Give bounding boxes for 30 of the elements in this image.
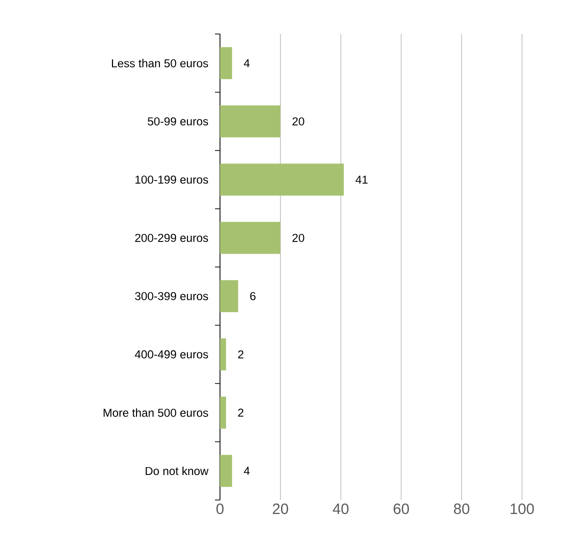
bar bbox=[220, 396, 226, 429]
bar bbox=[220, 280, 238, 312]
x-tick-label: 100 bbox=[510, 504, 534, 514]
data-label: 4 bbox=[244, 466, 250, 475]
data-label: 6 bbox=[250, 292, 256, 300]
data-label: 4 bbox=[244, 59, 250, 68]
y-tick-label: 400-499 euros bbox=[134, 350, 208, 358]
bar bbox=[220, 222, 280, 254]
x-tick-label: 80 bbox=[454, 504, 470, 514]
data-label: 20 bbox=[292, 117, 304, 126]
bar bbox=[220, 164, 344, 196]
y-tick-label: Less than 50 euros bbox=[112, 58, 208, 68]
y-tick-label: 100-199 euros bbox=[135, 176, 208, 184]
x-tick-label: 40 bbox=[332, 504, 349, 514]
data-label: 20 bbox=[292, 234, 304, 242]
y-tick-label: 200-299 euros bbox=[135, 234, 208, 242]
data-label: 41 bbox=[356, 176, 368, 184]
bar bbox=[220, 338, 226, 370]
y-tick-label: Do not know bbox=[146, 466, 208, 476]
y-tick-label: 50-99 euros bbox=[148, 117, 208, 126]
data-label: 2 bbox=[238, 350, 244, 358]
bar bbox=[220, 47, 232, 80]
x-tick-label: 60 bbox=[394, 504, 409, 514]
x-tick-label: 0 bbox=[216, 504, 224, 514]
bar bbox=[220, 454, 232, 487]
data-label: 2 bbox=[238, 408, 244, 417]
y-tick-label: More than 500 euros bbox=[104, 408, 208, 417]
x-tick-label: 20 bbox=[272, 504, 288, 514]
y-tick-label: 300-399 euros bbox=[135, 292, 208, 300]
bar bbox=[220, 105, 280, 138]
